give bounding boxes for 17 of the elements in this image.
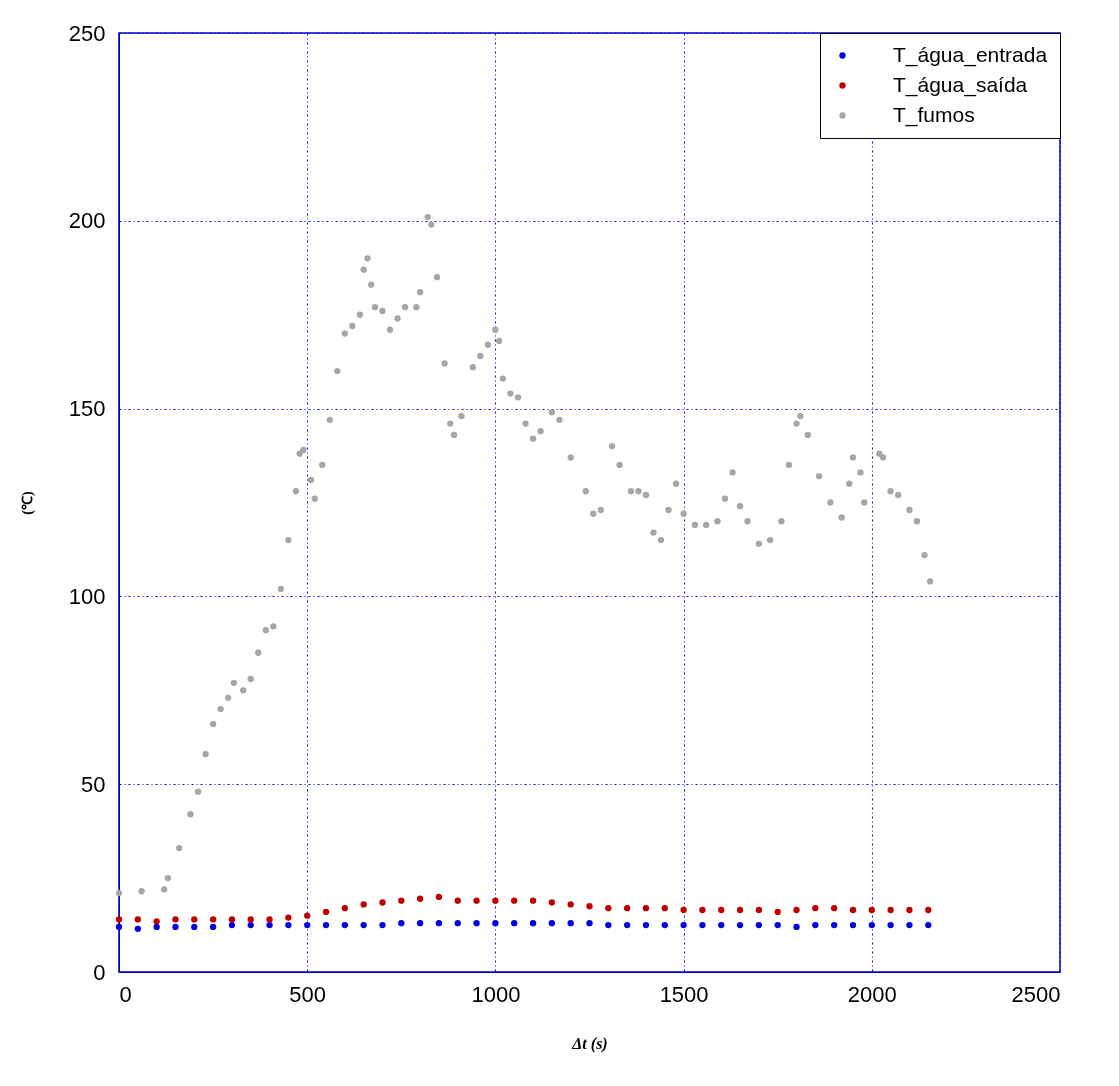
- x-tick-label: 1500: [659, 981, 709, 1007]
- y-axis-title: (℃): [19, 491, 36, 515]
- legend-label: T_água_entrada: [893, 42, 1048, 67]
- x-tick-label: 2000: [847, 981, 897, 1007]
- x-axis-title: Δt (s): [571, 1034, 608, 1053]
- x-tick-label: 1000: [471, 981, 521, 1007]
- x-tick-label: 500: [289, 981, 327, 1007]
- x-tick-label: 0: [119, 981, 132, 1007]
- y-tick-label: 250: [68, 20, 106, 46]
- legend-label: T_água_saída: [893, 72, 1028, 97]
- y-tick-label: 50: [81, 771, 106, 797]
- legend-label: T_fumos: [893, 102, 975, 127]
- y-tick-label: 100: [68, 583, 106, 609]
- y-tick-label: 150: [68, 396, 106, 422]
- y-tick-label: 0: [93, 959, 106, 985]
- x-tick-label: 2500: [1011, 981, 1061, 1007]
- y-tick-label: 200: [68, 208, 106, 234]
